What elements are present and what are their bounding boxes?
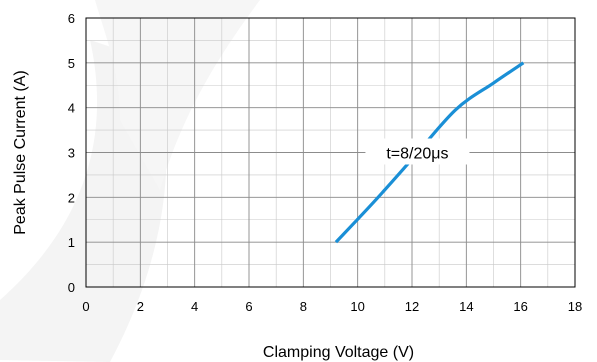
x-tick-label: 12	[405, 299, 419, 314]
annotation-label: t=8/20μs	[386, 146, 448, 163]
x-tick-label: 0	[82, 299, 89, 314]
y-tick-label: 4	[68, 101, 75, 116]
series-line	[334, 61, 525, 244]
major-gridlines	[85, 17, 576, 288]
y-tick-label: 2	[68, 190, 75, 205]
x-tick-label: 14	[459, 299, 473, 314]
annotation-box	[365, 138, 470, 165]
y-tick-label: 0	[68, 280, 75, 295]
y-tick-labels: 0 1 2 3 4 5 6	[68, 11, 75, 295]
x-tick-label: 8	[300, 299, 307, 314]
y-axis-title: Peak Pulse Current (A)	[12, 70, 29, 235]
plot-frame	[85, 17, 576, 288]
x-tick-label: 2	[137, 299, 144, 314]
y-tick-label: 3	[68, 146, 75, 161]
x-tick-labels: 0 2 4 6 8 10 12 14 16 18	[82, 299, 582, 314]
x-axis-title: Clamping Voltage (V)	[263, 344, 414, 361]
x-tick-label: 6	[245, 299, 252, 314]
x-tick-label: 16	[513, 299, 527, 314]
x-tick-label: 4	[191, 299, 198, 314]
annotation-layer: t=8/20μs	[365, 138, 470, 165]
x-tick-label: 18	[568, 299, 582, 314]
y-tick-label: 1	[68, 235, 75, 250]
y-tick-label: 5	[68, 56, 75, 71]
y-tick-label: 6	[68, 11, 75, 26]
watermark-swoosh	[0, 0, 260, 362]
series-layer	[334, 61, 525, 244]
x-tick-label: 10	[350, 299, 364, 314]
